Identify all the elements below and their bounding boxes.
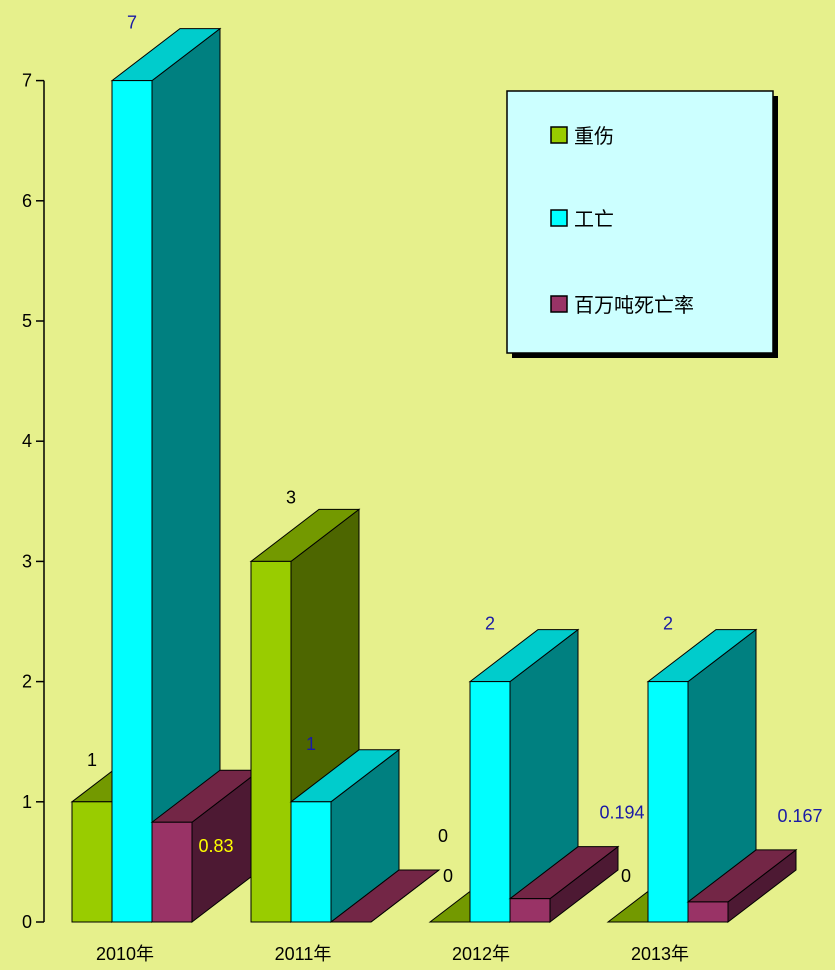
- legend-swatch: [550, 295, 568, 313]
- legend-label: 重伤: [574, 125, 614, 148]
- data-label: 0.194: [599, 803, 644, 823]
- category-label: 2010年: [96, 944, 154, 964]
- data-label: 0.83: [198, 836, 233, 856]
- bar-工亡-2010年: [110, 27, 222, 924]
- category-label: 2013年: [631, 944, 689, 964]
- y-tick-label: 6: [22, 191, 32, 211]
- data-label: 0: [621, 866, 631, 886]
- legend-label: 百万吨死亡率: [574, 294, 694, 317]
- data-label: 2: [663, 614, 673, 634]
- data-label: 2: [485, 614, 495, 634]
- data-label: 1: [306, 734, 316, 754]
- bar-工亡-2011年: [289, 748, 401, 924]
- y-tick-label: 3: [22, 551, 32, 571]
- category-labels-layer: 2010年 2011年 2012年 2013年: [96, 944, 689, 964]
- data-label: 0: [443, 866, 453, 886]
- data-label: 1: [87, 750, 97, 770]
- category-label: 2012年: [452, 944, 510, 964]
- data-label: 3: [286, 487, 296, 507]
- category-label: 2011年: [275, 944, 332, 964]
- data-label: 0.167: [777, 806, 822, 826]
- y-tick-label: 5: [22, 311, 32, 331]
- bar-工亡-2012年: [468, 628, 580, 924]
- data-label: 0: [438, 826, 448, 846]
- bar-百万吨死亡率-2013年: [686, 848, 798, 924]
- y-tick-label: 2: [22, 672, 32, 692]
- data-label: 7: [127, 13, 137, 33]
- y-tick-label: 7: [22, 71, 32, 91]
- bar-百万吨死亡率-2012年: [508, 845, 620, 924]
- legend-label: 工亡: [574, 208, 614, 231]
- bar-工亡-2013年: [646, 628, 758, 924]
- y-tick-label: 0: [22, 912, 32, 932]
- data-labels-layer: 1 3 0 0 7 1 2 2 0.83 0 0.194 0.167: [87, 13, 823, 886]
- y-tick-label: 4: [22, 431, 32, 451]
- legend-swatch: [550, 209, 568, 227]
- legend-swatch: [550, 126, 568, 144]
- y-tick-label: 1: [22, 792, 32, 812]
- y-axis: 0 1 2 3 4 5 6 7: [22, 71, 45, 932]
- bars-layer: [70, 27, 798, 924]
- bar-百万吨死亡率-2011年: [329, 869, 441, 923]
